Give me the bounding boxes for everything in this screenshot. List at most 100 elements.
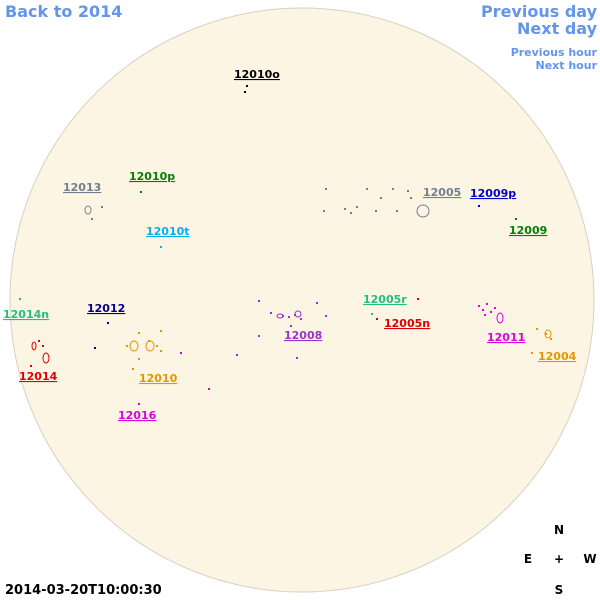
sunspot-dot	[42, 345, 44, 347]
sunspot-dot	[94, 347, 96, 349]
sunspot-dot	[180, 352, 182, 354]
sunspot-dot	[91, 218, 93, 220]
region-label[interactable]: 12004	[538, 350, 577, 363]
sunspot-dot	[160, 330, 162, 332]
sunspot-dot	[376, 318, 378, 320]
timestamp: 2014-03-20T10:00:30	[5, 583, 162, 598]
sunspot-dot	[410, 197, 412, 199]
compass-west: W	[583, 552, 596, 566]
sunspot-dot	[545, 333, 547, 335]
region-label[interactable]: 12016	[118, 409, 157, 422]
region-label[interactable]: 12010p	[129, 170, 175, 183]
sunspot-dot	[258, 335, 260, 337]
sunspot-umbra	[544, 329, 552, 339]
sunspot-dot	[494, 307, 496, 309]
sunspot-dot	[515, 218, 517, 220]
region-label[interactable]: 12013	[63, 181, 101, 194]
sunspots	[19, 85, 552, 405]
region-label[interactable]: 12011	[487, 331, 525, 344]
region-label[interactable]: 12008	[284, 329, 322, 342]
region-label[interactable]: 12014n	[3, 308, 49, 321]
sunspot-dot	[316, 302, 318, 304]
region-label[interactable]: 12014	[19, 370, 58, 383]
sunspot-dot	[244, 91, 246, 93]
sunspot-dot	[208, 388, 210, 390]
region-label[interactable]: 12005n	[384, 317, 430, 330]
sunspot-umbra	[145, 340, 155, 352]
sunspot-dot	[138, 403, 140, 405]
sunspot-dot	[490, 311, 492, 313]
region-label[interactable]: 12010	[139, 372, 178, 385]
sunspot-dot	[107, 322, 109, 324]
next-hour-link[interactable]: Next hour	[536, 59, 598, 72]
sunspot-dot	[407, 190, 409, 192]
sunspot-dot	[38, 340, 40, 342]
next-day-link[interactable]: Next day	[517, 19, 598, 38]
sunspot-dot	[140, 191, 142, 193]
sunspot-dot	[478, 305, 480, 307]
sunspot-dot	[356, 206, 358, 208]
sunspot-dot	[126, 345, 128, 347]
region-label[interactable]: 12012	[87, 302, 125, 315]
sunspot-umbra	[294, 310, 302, 318]
region-label[interactable]: 12005	[423, 186, 461, 199]
sunspot-dot	[366, 188, 368, 190]
compass-north: N	[554, 523, 564, 537]
sunspot-dot	[323, 210, 325, 212]
compass-center: +	[554, 552, 564, 566]
sunspot-dot	[371, 313, 373, 315]
sunspot-dot	[246, 85, 248, 87]
sunspot-dot	[138, 332, 140, 334]
region-label[interactable]: 12010o	[234, 68, 280, 81]
sunspot-dot	[531, 352, 533, 354]
sunspot-dot	[392, 188, 394, 190]
sunspot-dot	[486, 303, 488, 305]
sunspot-dot	[482, 309, 484, 311]
sunspot-dot	[30, 365, 32, 367]
sunspot-dot	[101, 206, 103, 208]
solar-disk	[9, 7, 595, 593]
compass-east: E	[524, 552, 532, 566]
region-label[interactable]: 12010t	[146, 225, 190, 238]
back-link[interactable]: Back to 2014	[5, 2, 122, 21]
region-label[interactable]: 12005r	[363, 293, 407, 306]
sunspot-dot	[258, 300, 260, 302]
sunspot-dot	[160, 350, 162, 352]
sunspot-dot	[296, 357, 298, 359]
sunspot-dot	[156, 345, 158, 347]
sunspot-dot	[484, 314, 486, 316]
sunspot-umbra	[416, 204, 430, 218]
sunspot-dot	[288, 316, 290, 318]
sunspot-dot	[19, 298, 21, 300]
sunspot-dot	[236, 354, 238, 356]
sunspot-dot	[478, 205, 480, 207]
sunspot-dot	[325, 315, 327, 317]
previous-day-link[interactable]: Previous day	[481, 2, 598, 21]
sunspot-dot	[380, 197, 382, 199]
sunspot-dot	[160, 246, 162, 248]
sunspot-dot	[417, 298, 419, 300]
sunspot-dot	[300, 318, 302, 320]
sunspot-umbra	[42, 352, 50, 364]
sunspot-umbra	[496, 312, 504, 324]
sunspot-dot	[375, 210, 377, 212]
sunspot-dot	[290, 325, 292, 327]
region-labels: 12010o 12013 12010p 12010t 12005 12009p 12009 1…	[3, 68, 577, 422]
region-label[interactable]: 12009p	[470, 187, 516, 200]
sunspot-umbra	[276, 313, 284, 319]
sunspot-dot	[350, 212, 352, 214]
sunspot-dot	[344, 208, 346, 210]
sunspot-umbra	[84, 205, 92, 215]
sunspot-dot	[396, 210, 398, 212]
region-label[interactable]: 12009	[509, 224, 547, 237]
sunspot-umbra	[31, 341, 37, 351]
previous-hour-link[interactable]: Previous hour	[511, 46, 598, 59]
sunspot-dot	[138, 358, 140, 360]
sunspot-dot	[325, 188, 327, 190]
sunspot-dot	[550, 338, 552, 340]
sunspot-umbra	[129, 340, 139, 352]
sunspot-dot	[132, 368, 134, 370]
sunspot-dot	[536, 328, 538, 330]
sunspot-dot	[270, 312, 272, 314]
